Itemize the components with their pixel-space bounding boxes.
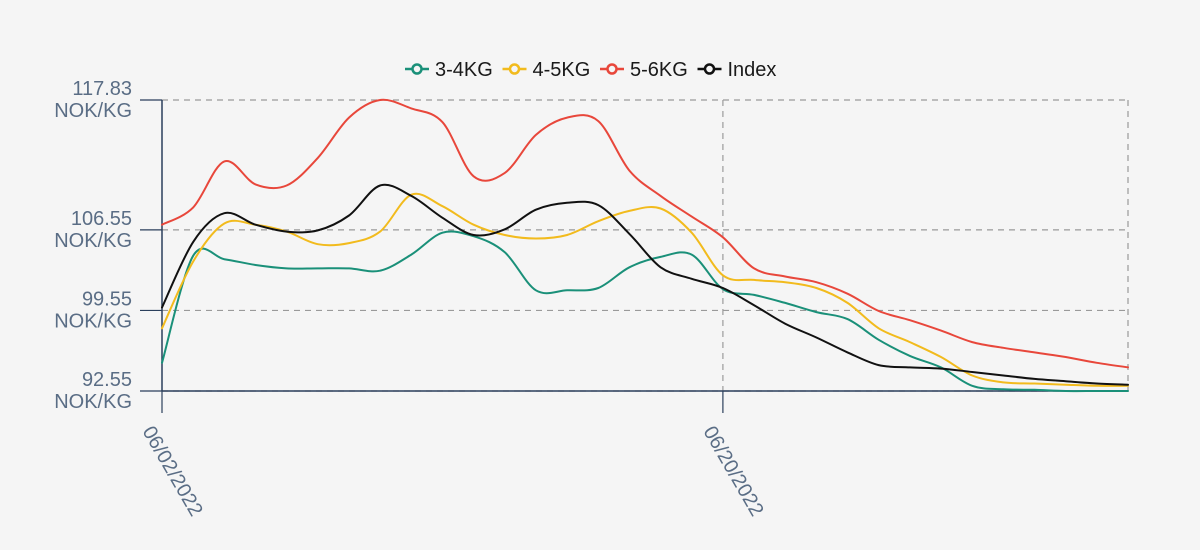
legend-marker: [411, 63, 423, 75]
y-tick-label: 99.55 NOK/KG: [54, 288, 132, 332]
series-lines: [161, 98, 1129, 393]
series-line-index: [161, 183, 1129, 386]
legend-label: Index: [728, 59, 777, 81]
legend-item-4-5kg[interactable]: 4-5KG: [502, 59, 591, 81]
legend-label: 3-4KG: [435, 59, 493, 81]
x-tick-labels: 06/02/2022 06/20/2022: [138, 423, 768, 521]
legend-label: 4-5KG: [533, 59, 591, 81]
legend-marker: [606, 63, 618, 75]
legend-item-5-6kg[interactable]: 5-6KG: [600, 59, 688, 81]
x-tick-label: 06/20/2022: [699, 423, 768, 521]
series-line-5-6kg: [161, 98, 1129, 369]
series-line-3-4kg: [161, 230, 1129, 393]
legend-item-index[interactable]: Index: [697, 59, 777, 81]
legend-marker: [703, 63, 716, 75]
y-tick-label: 92.55 NOK/KG: [54, 369, 132, 413]
grid: [162, 99, 1129, 392]
y-tick-label: 106.55 NOK/KG: [54, 208, 132, 252]
x-tick-label: 06/02/2022: [138, 423, 207, 521]
legend-item-3-4kg[interactable]: 3-4KG: [405, 59, 493, 81]
legend-marker: [508, 63, 521, 75]
axes: [140, 99, 1128, 413]
series-line-4-5kg: [161, 192, 1129, 387]
legend-label: 5-6KG: [630, 59, 688, 81]
y-tick-labels: 92.55 NOK/KG 99.55 NOK/KG 106.55 NOK/KG 117.83…: [54, 78, 132, 413]
y-tick-label: 117.83 NOK/KG: [54, 78, 132, 122]
legend[interactable]: 3-4KG 4-5KG 5-6KG Index: [405, 59, 776, 81]
